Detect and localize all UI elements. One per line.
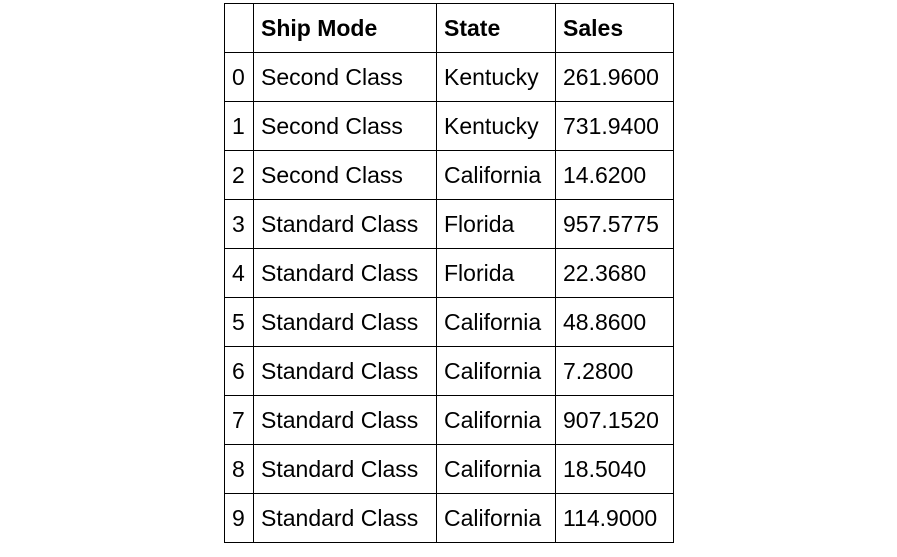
- cell-sales: 22.3680: [555, 248, 674, 298]
- row-index: 3: [224, 199, 254, 249]
- cell-state: California: [436, 444, 556, 494]
- cell-ship-mode: Standard Class: [253, 199, 437, 249]
- cell-state: California: [436, 346, 556, 396]
- table-row: 1 Second Class Kentucky 731.9400: [224, 101, 674, 151]
- header-sales: Sales: [555, 3, 674, 53]
- table-row: 2 Second Class California 14.6200: [224, 150, 674, 200]
- cell-sales: 957.5775: [555, 199, 674, 249]
- cell-state: Florida: [436, 248, 556, 298]
- row-index: 7: [224, 395, 254, 445]
- table-row: 5 Standard Class California 48.8600: [224, 297, 674, 347]
- cell-ship-mode: Second Class: [253, 101, 437, 151]
- header-ship-mode: Ship Mode: [253, 3, 437, 53]
- cell-sales: 114.9000: [555, 493, 674, 543]
- table-row: 9 Standard Class California 114.9000: [224, 493, 674, 543]
- data-table: Ship Mode State Sales 0 Second Class Ken…: [224, 3, 674, 543]
- table-row: 3 Standard Class Florida 957.5775: [224, 199, 674, 249]
- cell-sales: 7.2800: [555, 346, 674, 396]
- cell-ship-mode: Standard Class: [253, 444, 437, 494]
- row-index: 5: [224, 297, 254, 347]
- row-index: 6: [224, 346, 254, 396]
- header-state: State: [436, 3, 556, 53]
- row-index: 9: [224, 493, 254, 543]
- cell-state: Kentucky: [436, 52, 556, 102]
- row-index: 1: [224, 101, 254, 151]
- cell-state: California: [436, 395, 556, 445]
- cell-ship-mode: Second Class: [253, 150, 437, 200]
- row-index: 8: [224, 444, 254, 494]
- table-row: 4 Standard Class Florida 22.3680: [224, 248, 674, 298]
- cell-ship-mode: Second Class: [253, 52, 437, 102]
- table-row: 8 Standard Class California 18.5040: [224, 444, 674, 494]
- table-body: 0 Second Class Kentucky 261.9600 1 Secon…: [224, 52, 674, 543]
- row-index: 0: [224, 52, 254, 102]
- cell-sales: 14.6200: [555, 150, 674, 200]
- cell-ship-mode: Standard Class: [253, 346, 437, 396]
- header-index: [224, 3, 254, 53]
- header-row: Ship Mode State Sales: [224, 3, 674, 53]
- table-header: Ship Mode State Sales: [224, 3, 674, 53]
- cell-ship-mode: Standard Class: [253, 493, 437, 543]
- cell-state: California: [436, 150, 556, 200]
- cell-sales: 48.8600: [555, 297, 674, 347]
- cell-sales: 907.1520: [555, 395, 674, 445]
- table-row: 7 Standard Class California 907.1520: [224, 395, 674, 445]
- row-index: 2: [224, 150, 254, 200]
- cell-ship-mode: Standard Class: [253, 297, 437, 347]
- cell-sales: 731.9400: [555, 101, 674, 151]
- cell-state: California: [436, 297, 556, 347]
- cell-state: California: [436, 493, 556, 543]
- cell-state: Florida: [436, 199, 556, 249]
- cell-ship-mode: Standard Class: [253, 395, 437, 445]
- table-row: 6 Standard Class California 7.2800: [224, 346, 674, 396]
- cell-ship-mode: Standard Class: [253, 248, 437, 298]
- cell-sales: 261.9600: [555, 52, 674, 102]
- table-row: 0 Second Class Kentucky 261.9600: [224, 52, 674, 102]
- cell-sales: 18.5040: [555, 444, 674, 494]
- cell-state: Kentucky: [436, 101, 556, 151]
- row-index: 4: [224, 248, 254, 298]
